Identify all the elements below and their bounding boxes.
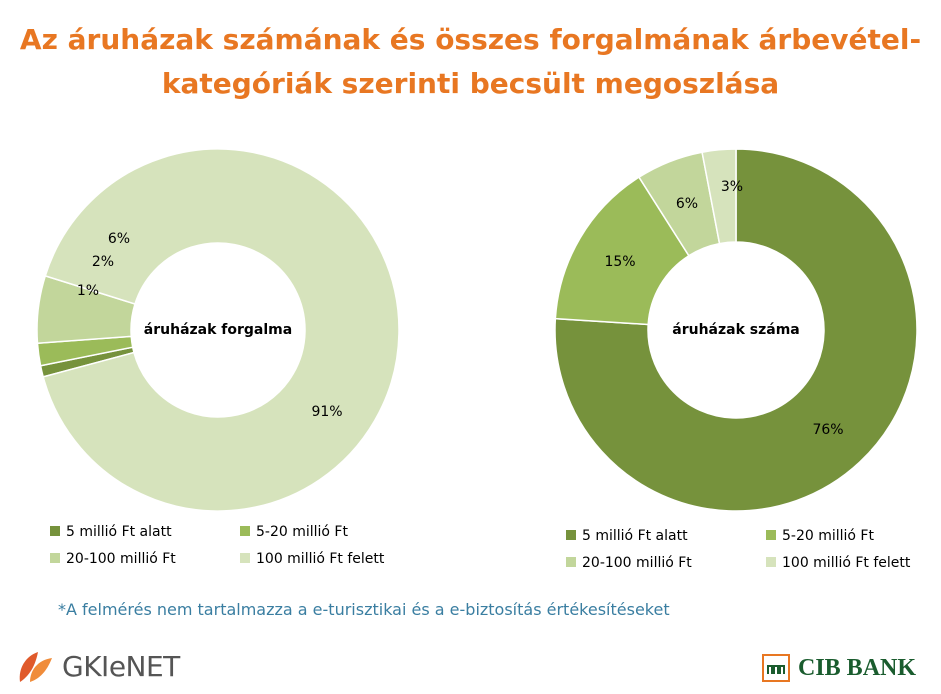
chart-0-data-label-2: 6%: [108, 231, 130, 247]
chart-1-legend-label-2: 20-100 millió Ft: [582, 555, 692, 571]
cib-bank-logo: CIB BANK: [762, 652, 916, 684]
chart-1-legend-label-0: 5 millió Ft alatt: [582, 528, 688, 544]
gkienet-logo-text: GKIeNET: [62, 649, 180, 683]
chart-0-slice-3: [42, 148, 400, 512]
chart-1-slice-0: [554, 148, 918, 512]
chart-0-data-label-0: 1%: [77, 283, 99, 299]
chart-title: Az áruházak számának és összes forgalmán…: [0, 18, 941, 106]
chart-0-data-label-3: 91%: [311, 404, 342, 420]
legend-forgalma: 5 millió Ft alatt 5-20 millió Ft 20-100 mi…: [50, 524, 450, 574]
chart-0-center-label: áruházak forgalma: [144, 322, 292, 338]
legend-szama: 5 millió Ft alatt 5-20 millió Ft 20-100 mi…: [566, 528, 936, 578]
chart-1-legend-item-0: 5 millió Ft alatt: [566, 528, 688, 544]
cib-emblem-icon: [762, 654, 790, 682]
chart-0-legend-label-3: 100 millió Ft felett: [256, 551, 385, 567]
leaf-icon: [19, 652, 52, 682]
title-line-2: kategóriák szerinti becsült megoszlása: [161, 67, 780, 100]
chart-1-legend-label-1: 5-20 millió Ft: [782, 528, 874, 544]
gkienet-logo: GKIeNET: [16, 646, 180, 686]
chart-1-data-label-0: 76%: [812, 422, 843, 438]
chart-0-data-label-1: 2%: [92, 254, 114, 270]
chart-1-center-label: áruházak száma: [672, 322, 799, 338]
cib-bank-logo-text: CIB BANK: [798, 654, 917, 681]
chart-0-legend-label-2: 20-100 millió Ft: [66, 551, 176, 567]
chart-1-legend-swatch-2: [566, 557, 576, 567]
chart-0-legend-swatch-3: [240, 553, 250, 563]
chart-1-slice-1: [554, 176, 690, 326]
chart-1-legend-item-1: 5-20 millió Ft: [766, 528, 874, 544]
chart-0-legend-label-0: 5 millió Ft alatt: [66, 524, 172, 540]
chart-0-legend-item-0: 5 millió Ft alatt: [50, 524, 172, 540]
chart-1-data-label-2: 6%: [676, 196, 698, 212]
chart-0-legend-swatch-0: [50, 526, 60, 536]
chart-0-legend-item-2: 20-100 millió Ft: [50, 551, 176, 567]
chart-1-legend-label-3: 100 millió Ft felett: [782, 555, 911, 571]
chart-1-slice-3: [701, 148, 737, 245]
chart-0-legend-swatch-1: [240, 526, 250, 536]
chart-1-data-label-1: 15%: [604, 254, 635, 270]
chart-1-legend-swatch-3: [766, 557, 776, 567]
chart-0-legend-swatch-2: [50, 553, 60, 563]
chart-1-legend-swatch-1: [766, 530, 776, 540]
chart-0-legend-label-1: 5-20 millió Ft: [256, 524, 348, 540]
chart-1-data-label-3: 3%: [721, 179, 743, 195]
footnote: *A felmérés nem tartalmazza a e-turiszti…: [58, 600, 670, 619]
chart-0-legend-item-1: 5-20 millió Ft: [240, 524, 348, 540]
chart-0-legend-item-3: 100 millió Ft felett: [240, 551, 384, 567]
chart-1-legend-item-3: 100 millió Ft felett: [766, 555, 910, 571]
chart-1-legend-swatch-0: [566, 530, 576, 540]
chart-1-legend-item-2: 20-100 millió Ft: [566, 555, 692, 571]
title-line-1: Az áruházak számának és összes forgalmán…: [19, 23, 922, 56]
